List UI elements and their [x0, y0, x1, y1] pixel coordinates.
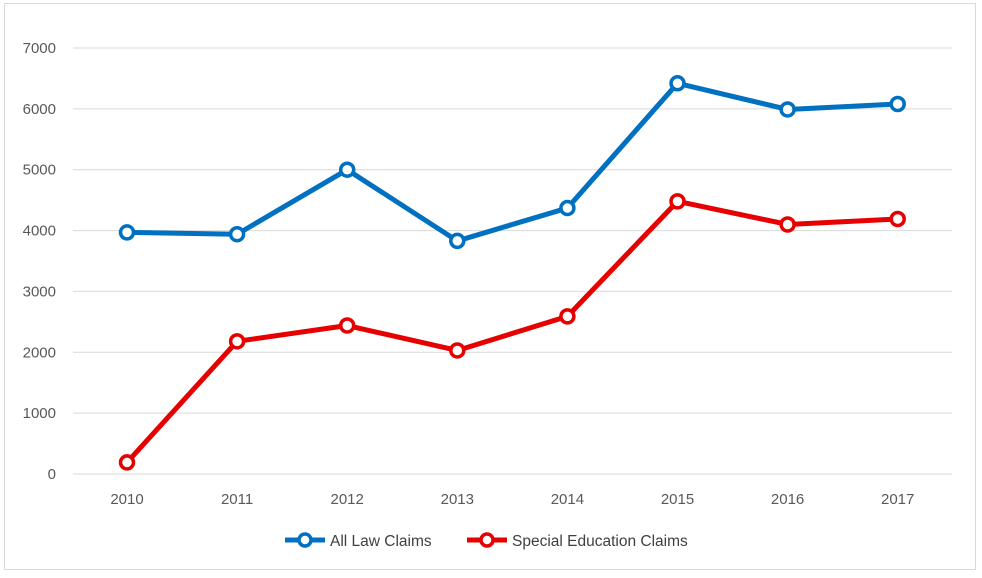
data-point — [779, 101, 796, 118]
data-point — [559, 308, 576, 325]
data-point — [338, 161, 356, 178]
data-point — [669, 75, 686, 92]
gridlines — [73, 47, 952, 475]
data-point — [228, 333, 246, 350]
legend-item: Special Education Claims — [467, 532, 688, 550]
data-point — [779, 216, 796, 233]
data-point — [449, 342, 466, 359]
series-1 — [118, 75, 906, 250]
y-tick-label: 0 — [48, 466, 56, 483]
legend-swatch-marker — [479, 532, 495, 548]
y-tick-label: 4000 — [23, 223, 56, 240]
y-tick-label: 2000 — [23, 344, 56, 361]
data-point — [449, 232, 466, 250]
y-tick-label: 7000 — [23, 40, 56, 57]
y-tick-label: 6000 — [23, 101, 56, 118]
y-tick-label: 5000 — [23, 162, 56, 179]
legend-item: All Law Claims — [285, 532, 432, 550]
chart-frame — [4, 3, 976, 570]
data-point — [228, 225, 246, 243]
legend-swatch-marker — [297, 532, 313, 548]
legend: All Law Claims Special Education Claims — [285, 532, 688, 550]
x-tick-label: 2010 — [110, 491, 143, 508]
series-line — [125, 198, 898, 465]
series-group — [118, 75, 906, 471]
legend-label: All Law Claims — [330, 533, 432, 550]
series-2 — [118, 193, 906, 471]
data-point — [338, 317, 356, 334]
legend-label: Special Education Claims — [512, 533, 688, 550]
data-point — [889, 210, 906, 228]
data-point — [118, 454, 136, 471]
y-tick-label: 3000 — [23, 283, 56, 300]
x-axis-ticks: 2010 2011 2012 2013 2014 2015 2016 2017 — [110, 491, 914, 508]
y-axis-ticks: 0 1000 2000 3000 4000 5000 6000 7000 — [23, 40, 56, 483]
x-tick-label: 2014 — [551, 491, 584, 508]
data-point — [118, 224, 136, 241]
x-tick-label: 2011 — [221, 491, 253, 508]
x-tick-label: 2017 — [881, 491, 914, 508]
data-point — [559, 199, 576, 217]
x-tick-label: 2013 — [441, 491, 474, 508]
y-tick-label: 1000 — [23, 405, 56, 422]
x-tick-label: 2015 — [661, 491, 694, 508]
data-point — [669, 193, 686, 210]
series-line — [126, 80, 898, 244]
data-point — [889, 95, 906, 113]
x-tick-label: 2016 — [771, 491, 804, 508]
x-tick-label: 2012 — [331, 491, 364, 508]
